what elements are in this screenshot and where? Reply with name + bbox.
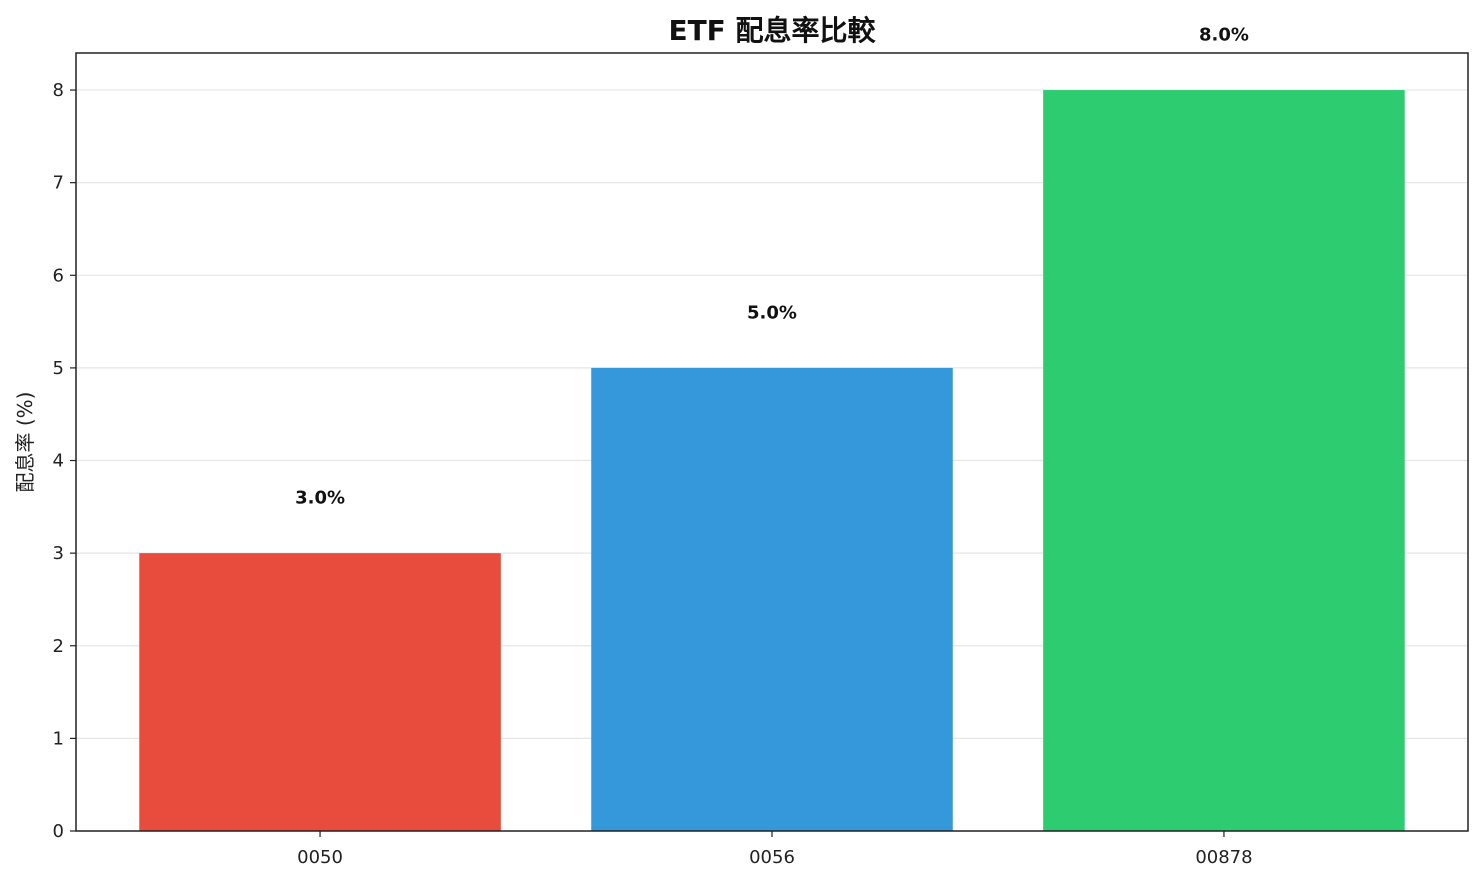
x-tick-label-0050: 0050 bbox=[297, 847, 343, 868]
chart-title: ETF 配息率比較 bbox=[668, 14, 876, 47]
data-label-0056: 5.0% bbox=[747, 302, 797, 323]
data-labels-layer: 3.0% 5.0% 8.0% bbox=[295, 24, 1249, 508]
y-tick-label: 0 bbox=[53, 821, 64, 842]
x-axis-ticks: 0050 0056 00878 bbox=[297, 831, 1253, 868]
y-axis-label: 配息率 (%) bbox=[13, 392, 37, 493]
y-tick-label: 7 bbox=[53, 173, 64, 194]
bars-layer bbox=[139, 90, 1405, 832]
y-tick-label: 1 bbox=[53, 728, 64, 749]
data-label-00878: 8.0% bbox=[1199, 24, 1249, 45]
y-tick-label: 5 bbox=[53, 358, 64, 379]
x-tick-label-00878: 00878 bbox=[1195, 847, 1252, 868]
x-tick-label-0056: 0056 bbox=[749, 847, 795, 868]
y-tick-label: 3 bbox=[53, 543, 64, 564]
data-label-0050: 3.0% bbox=[295, 488, 345, 509]
y-tick-label: 8 bbox=[53, 80, 64, 101]
bar-0050 bbox=[139, 553, 501, 831]
y-tick-label: 6 bbox=[53, 265, 64, 286]
y-tick-label: 2 bbox=[53, 636, 64, 657]
bar-0056 bbox=[591, 367, 953, 831]
bar-00878 bbox=[1043, 90, 1405, 832]
y-axis-ticks: 0 1 2 3 4 5 6 7 8 bbox=[53, 80, 76, 842]
y-tick-label: 4 bbox=[53, 451, 64, 472]
